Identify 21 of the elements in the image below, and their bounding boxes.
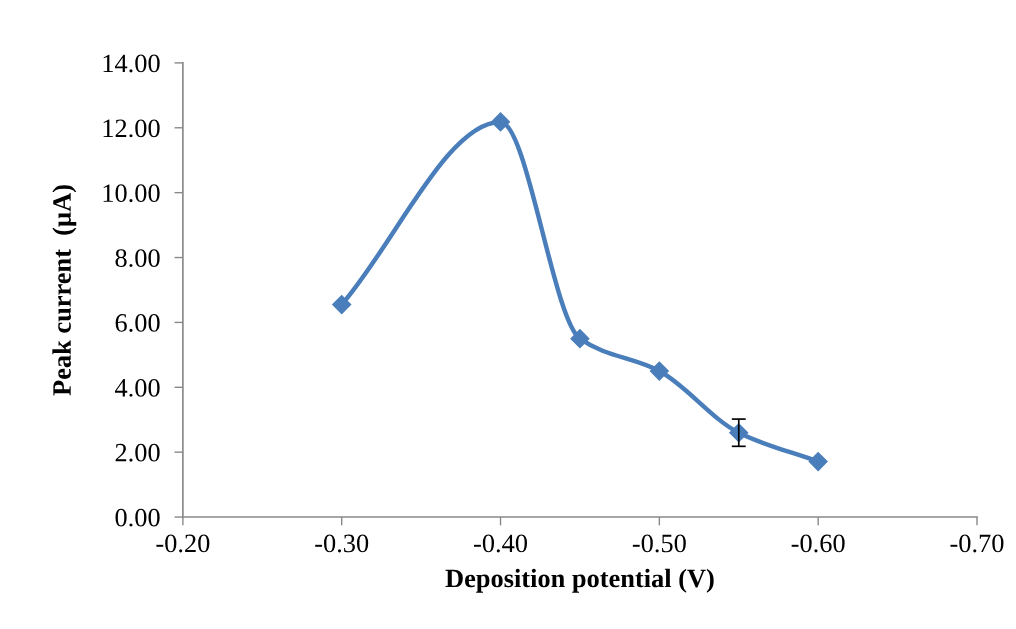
point <box>332 295 352 315</box>
y-tick-label: 2.00 <box>115 443 160 462</box>
point <box>649 361 669 381</box>
y-tick-label: 10.00 <box>103 184 160 203</box>
y-tick-label: 14.00 <box>103 54 160 73</box>
y-tick-label: 8.00 <box>115 249 160 268</box>
y-tick-label: 0.00 <box>115 508 160 527</box>
y-axis-title: Peak current (µA) <box>52 185 77 396</box>
y-tick-label: 4.00 <box>114 378 160 397</box>
x-tick-label: -0.40 <box>474 534 527 553</box>
x-tick-label: -0.60 <box>791 534 845 553</box>
point <box>808 452 828 472</box>
y-tick-label: 12.00 <box>103 119 160 138</box>
point <box>570 329 590 349</box>
y-tick-label: 6.00 <box>115 314 160 332</box>
x-tick-label: -0.30 <box>315 534 369 553</box>
x-tick-label: -0.20 <box>156 534 210 553</box>
point <box>490 112 511 132</box>
x-axis-title: Deposition potential (V) <box>445 568 714 593</box>
x-tick-label: -0.50 <box>632 534 686 553</box>
x-tick-label: -0.70 <box>950 534 1004 553</box>
